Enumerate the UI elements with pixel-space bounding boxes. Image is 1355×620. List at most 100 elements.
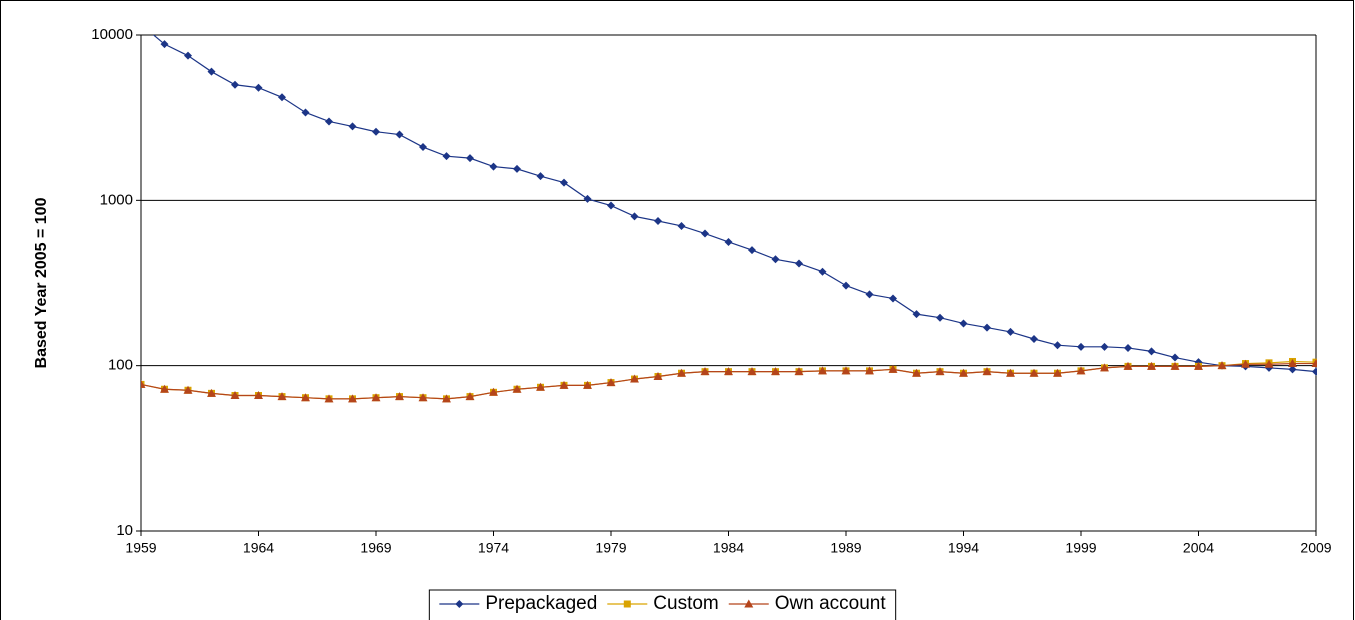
marker	[1147, 361, 1156, 370]
marker	[1006, 368, 1015, 377]
x-tick-label: 1999	[1065, 540, 1096, 556]
marker	[513, 164, 521, 173]
marker	[301, 108, 310, 117]
marker	[184, 51, 192, 60]
legend: Prepackaged Custom Own account	[428, 589, 897, 620]
marker	[1288, 365, 1297, 374]
y-tick-label: 100	[108, 357, 133, 374]
marker	[912, 310, 921, 319]
x-tick-label: 1989	[830, 540, 861, 556]
marker	[559, 380, 569, 389]
marker	[442, 152, 451, 161]
y-tick-label: 10	[116, 522, 133, 539]
marker	[1217, 361, 1227, 370]
marker	[653, 371, 663, 380]
marker	[1123, 361, 1133, 370]
marker	[1077, 342, 1085, 351]
marker	[744, 599, 754, 608]
marker	[418, 393, 428, 402]
marker	[748, 246, 756, 255]
marker	[865, 366, 874, 375]
marker	[623, 600, 631, 608]
marker	[1030, 334, 1038, 343]
x-tick-label: 1959	[125, 540, 156, 556]
marker	[771, 255, 780, 264]
marker	[277, 392, 287, 401]
marker	[1171, 353, 1179, 362]
marker	[818, 366, 827, 375]
marker	[583, 380, 592, 389]
marker	[160, 384, 169, 393]
marker	[231, 80, 239, 89]
marker	[654, 216, 662, 225]
marker	[372, 127, 380, 136]
marker	[1312, 367, 1317, 376]
legend-box	[428, 589, 897, 620]
x-tick-label: 1964	[243, 540, 274, 556]
marker	[325, 117, 333, 126]
x-tick-label: 1969	[360, 540, 391, 556]
y-axis-label: Based Year 2005 = 100	[33, 197, 50, 368]
plot-area	[141, 35, 1317, 403]
x-tick-label: 1984	[713, 540, 744, 556]
marker	[747, 367, 757, 376]
marker	[1147, 347, 1156, 356]
marker	[583, 194, 592, 203]
marker	[536, 172, 545, 181]
marker	[560, 178, 568, 187]
marker	[935, 367, 945, 376]
marker	[371, 393, 381, 402]
marker	[701, 229, 709, 238]
marker	[207, 388, 216, 397]
marker	[1311, 359, 1317, 368]
marker	[677, 221, 686, 230]
marker	[141, 379, 146, 388]
marker	[1006, 327, 1015, 336]
marker	[230, 391, 240, 400]
marker	[536, 382, 545, 391]
marker	[1170, 361, 1180, 370]
marker	[888, 364, 898, 373]
marker	[607, 201, 615, 210]
marker	[630, 212, 639, 221]
marker	[724, 237, 733, 246]
marker	[818, 267, 827, 276]
marker	[1194, 361, 1203, 370]
x-tick-label: 1994	[948, 540, 979, 556]
marker	[301, 393, 310, 402]
x-tick-label: 1974	[478, 540, 509, 556]
marker	[1029, 368, 1039, 377]
legend-label: Own account	[775, 593, 887, 614]
marker	[724, 367, 733, 376]
marker	[606, 378, 616, 387]
marker	[936, 313, 944, 322]
marker	[912, 368, 921, 377]
marker	[982, 367, 992, 376]
marker	[489, 162, 498, 171]
marker	[794, 367, 804, 376]
legend-label: Custom	[653, 593, 718, 614]
x-tick-label: 1979	[595, 540, 626, 556]
marker	[630, 374, 639, 383]
marker	[1241, 359, 1250, 368]
marker	[983, 323, 991, 332]
marker	[348, 394, 357, 403]
marker	[889, 294, 897, 303]
marker	[419, 143, 427, 152]
marker	[959, 368, 968, 377]
marker	[1124, 343, 1132, 352]
marker	[160, 40, 169, 49]
marker	[489, 387, 498, 396]
x-tick-label: 2004	[1183, 540, 1214, 556]
marker	[254, 391, 263, 400]
marker	[677, 368, 686, 377]
marker	[183, 385, 193, 394]
marker	[512, 384, 522, 393]
x-tick-label: 2009	[1300, 540, 1331, 556]
marker	[1100, 342, 1109, 351]
marker	[795, 259, 803, 268]
marker	[465, 392, 475, 401]
marker	[395, 130, 404, 139]
